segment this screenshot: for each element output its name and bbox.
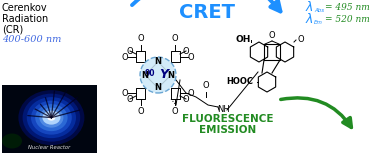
Text: O: O (172, 107, 178, 116)
Text: EMISSION: EMISSION (199, 125, 257, 135)
Text: Radiation: Radiation (2, 14, 48, 24)
Ellipse shape (42, 111, 60, 125)
Text: O: O (188, 89, 194, 97)
Text: O: O (122, 53, 128, 62)
Text: O: O (269, 31, 275, 40)
Text: O: O (127, 46, 133, 55)
Circle shape (140, 57, 176, 93)
Text: O: O (183, 46, 189, 55)
Text: O: O (297, 35, 304, 44)
Text: $\lambda$: $\lambda$ (305, 12, 314, 26)
Text: HOOC: HOOC (226, 78, 253, 86)
Text: Cerenkov: Cerenkov (2, 3, 48, 13)
Ellipse shape (23, 94, 80, 142)
Text: O: O (172, 34, 178, 43)
Text: = 495 nm: = 495 nm (325, 2, 370, 11)
Text: O: O (127, 95, 133, 104)
Text: = 520 nm: = 520 nm (325, 15, 370, 24)
Text: $\lambda$: $\lambda$ (305, 0, 314, 14)
Text: N: N (155, 58, 161, 66)
Ellipse shape (19, 90, 84, 145)
Ellipse shape (47, 115, 56, 121)
Text: O: O (183, 95, 189, 104)
Ellipse shape (2, 133, 22, 148)
Ellipse shape (31, 101, 72, 135)
Text: NH: NH (217, 106, 229, 115)
Text: Abs: Abs (314, 7, 324, 13)
Ellipse shape (35, 104, 68, 131)
Ellipse shape (39, 108, 64, 128)
Text: N: N (155, 84, 161, 93)
Text: Em: Em (314, 20, 323, 24)
Text: CRET: CRET (179, 3, 235, 22)
FancyArrowPatch shape (281, 98, 352, 127)
Text: 400-600 nm: 400-600 nm (2, 35, 61, 44)
Text: O: O (138, 34, 144, 43)
Text: O: O (138, 107, 144, 116)
Ellipse shape (27, 97, 76, 138)
Text: 90: 90 (144, 69, 155, 78)
Text: N: N (167, 71, 175, 80)
Bar (2, 85, 97, 153)
Text: O: O (122, 89, 128, 97)
Text: O: O (203, 81, 209, 90)
Text: O: O (188, 53, 194, 62)
Text: OH: OH (235, 35, 251, 44)
Text: Nuclear Reactor: Nuclear Reactor (28, 145, 71, 150)
Text: Y: Y (159, 67, 168, 80)
Text: (CR): (CR) (2, 25, 23, 35)
Text: FLUORESCENCE: FLUORESCENCE (182, 114, 274, 124)
Text: N: N (141, 71, 149, 80)
FancyArrowPatch shape (132, 0, 280, 11)
